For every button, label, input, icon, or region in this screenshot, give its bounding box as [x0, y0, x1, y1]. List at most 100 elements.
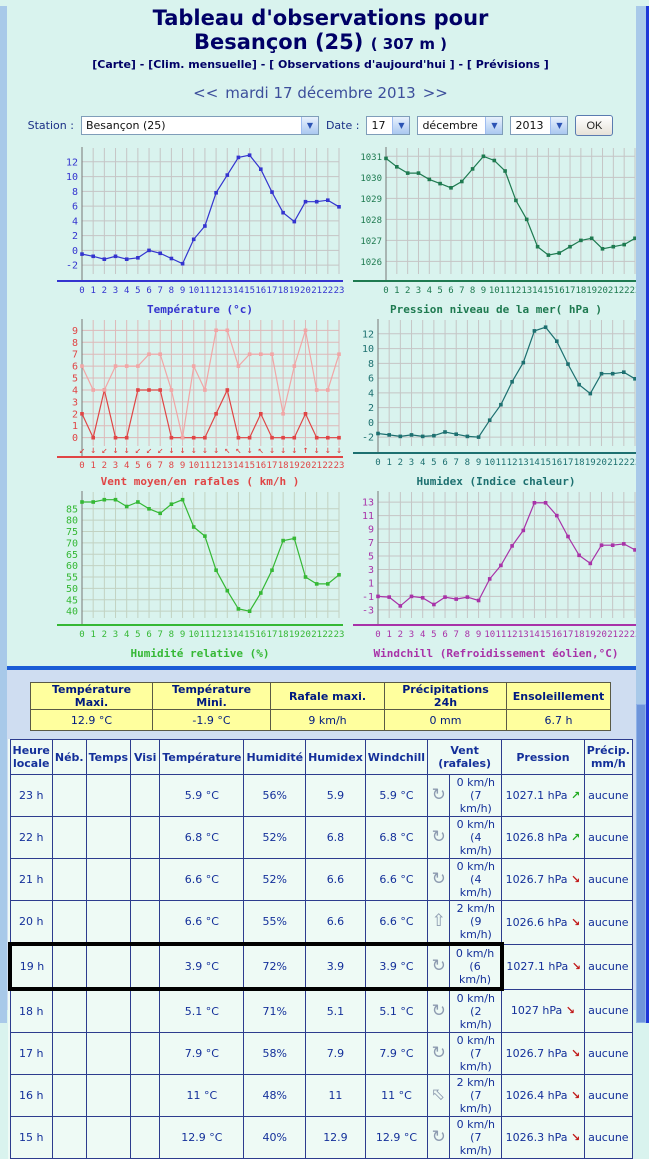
svg-text:22: 22 — [322, 630, 333, 640]
svg-text:13: 13 — [518, 630, 529, 640]
svg-text:13: 13 — [362, 498, 374, 509]
svg-text:10: 10 — [484, 630, 495, 640]
svg-text:14: 14 — [233, 286, 244, 296]
svg-text:20: 20 — [300, 630, 311, 640]
cell-windchill: 5.9 °C — [364, 774, 429, 817]
ok-button[interactable]: OK — [575, 115, 614, 136]
svg-text:2: 2 — [102, 630, 107, 640]
month-select[interactable]: décembre ▼ — [417, 116, 504, 135]
cell-temperature: 6.8 °C — [159, 816, 245, 859]
wind-variable-icon: ↻ — [431, 1127, 446, 1147]
svg-text:12: 12 — [211, 286, 222, 296]
year-select[interactable]: 2013 ▼ — [510, 116, 569, 135]
station-form: Station : Besançon (25) ▼ Date : 17 ▼ dé… — [10, 115, 631, 136]
cell-precipitation: aucune — [583, 988, 634, 1033]
day-select[interactable]: 17 ▼ — [366, 116, 411, 135]
date-field-label: Date : — [325, 119, 360, 132]
pressure-trend-up-icon: ↗ — [570, 831, 581, 844]
svg-text:85: 85 — [66, 504, 78, 515]
scrollbar-thumb[interactable] — [636, 704, 646, 1023]
nav-links: [Carte] - [Clim. mensuelle] - [ Observat… — [92, 58, 549, 71]
pressure-value: 1027.1 hPa — [506, 960, 572, 973]
cell-humidite: 56% — [243, 774, 307, 817]
nav-link-3[interactable]: [ Prévisions ] — [466, 58, 549, 71]
cell-pression: 1026.6 hPa ↘ — [501, 900, 585, 945]
svg-text:1: 1 — [90, 461, 95, 471]
cell-humidex: 5.9 — [305, 774, 366, 817]
obs-row-19h-highlighted: 19 h 3.9 °C 72% 3.9 3.9 °C ↻ 0 km/h (6 km/h) 10… — [7, 942, 634, 991]
cell-hour: 23 h — [9, 774, 53, 817]
summary-value: 9 km/h — [270, 709, 385, 731]
svg-text:50: 50 — [66, 584, 78, 595]
svg-text:↓: ↓ — [113, 445, 119, 456]
cell-humidex: 11 — [305, 1074, 366, 1117]
svg-text:11: 11 — [500, 286, 511, 296]
chevron-down-icon[interactable]: ▼ — [485, 117, 503, 134]
prev-day-link[interactable]: << — [193, 84, 219, 102]
svg-text:12: 12 — [211, 630, 222, 640]
svg-text:↙: ↙ — [135, 445, 141, 456]
svg-text:1: 1 — [386, 630, 391, 640]
svg-text:9: 9 — [180, 286, 185, 296]
svg-text:22: 22 — [618, 458, 629, 468]
svg-text:15: 15 — [244, 286, 255, 296]
svg-text:↖: ↖ — [258, 445, 264, 456]
svg-text:0: 0 — [375, 458, 380, 468]
svg-text:15: 15 — [244, 630, 255, 640]
cell-windchill: 11 °C — [364, 1074, 429, 1117]
svg-text:1030: 1030 — [360, 174, 382, 184]
nav-link-1[interactable]: [Clim. mensuelle] — [148, 58, 257, 71]
svg-text:↖: ↖ — [235, 445, 241, 456]
cell-humidite: 55% — [243, 900, 307, 945]
svg-text:1: 1 — [368, 578, 374, 589]
cell-wind-direction: ↻ — [427, 942, 451, 991]
cell-nebulosite — [51, 988, 87, 1033]
chart-windchill: -3 -1 1 3 5 7 9 11 13 0 1 2 3 4 5 6 7 8 9 10 11 12 13 14 15 16 17 1… — [352, 490, 640, 660]
cell-humidex: 7.9 — [305, 1032, 366, 1075]
cell-windchill: 12.9 °C — [364, 1116, 429, 1159]
svg-text:20: 20 — [300, 461, 311, 471]
svg-text:15: 15 — [244, 461, 255, 471]
cell-wind-speed: 0 km/h (4 km/h) — [449, 816, 503, 859]
svg-text:5: 5 — [431, 458, 436, 468]
svg-text:17: 17 — [563, 458, 574, 468]
svg-text:10: 10 — [489, 286, 500, 296]
svg-text:4: 4 — [72, 385, 78, 396]
wind-variable-icon: ↻ — [431, 956, 446, 976]
cell-pression: 1026.7 hPa ↘ — [501, 858, 585, 901]
chevron-down-icon[interactable]: ▼ — [300, 117, 318, 134]
cell-wind-speed: 0 km/h (7 km/h) — [449, 1116, 503, 1159]
svg-text:11: 11 — [362, 511, 374, 522]
obs-table: Heure locale Néb. Temps Visi Température Humi… — [7, 739, 634, 1159]
scrollbar-track[interactable] — [636, 6, 646, 1023]
chevron-down-icon[interactable]: ▼ — [392, 117, 410, 134]
svg-text:6: 6 — [72, 202, 78, 213]
svg-text:-3: -3 — [362, 605, 374, 616]
next-day-link[interactable]: >> — [422, 84, 448, 102]
nav-link-0[interactable]: [Carte] — [92, 58, 136, 71]
cell-visibilite — [130, 816, 161, 859]
svg-text:7: 7 — [454, 630, 459, 640]
cell-humidex: 5.1 — [305, 988, 366, 1033]
svg-text:3: 3 — [368, 565, 374, 576]
svg-text:3: 3 — [113, 630, 118, 640]
cell-windchill: 6.6 °C — [364, 900, 429, 945]
cell-nebulosite — [51, 858, 87, 901]
cell-hour: 18 h — [9, 988, 53, 1033]
svg-text:65: 65 — [66, 550, 78, 561]
nav-link-2[interactable]: [ Observations d'aujourd'hui ] — [269, 58, 455, 71]
chevron-down-icon[interactable]: ▼ — [550, 117, 568, 134]
svg-text:21: 21 — [607, 458, 618, 468]
station-altitude: ( 307 m ) — [370, 35, 448, 53]
cell-humidex: 6.6 — [305, 900, 366, 945]
obs-col-header: Température — [159, 739, 245, 775]
cell-nebulosite — [51, 1116, 87, 1159]
svg-text:12: 12 — [507, 630, 518, 640]
cell-humidex: 12.9 — [305, 1116, 366, 1159]
svg-text:9: 9 — [180, 461, 185, 471]
station-select[interactable]: Besançon (25) ▼ — [80, 116, 319, 135]
svg-text:10: 10 — [362, 344, 374, 355]
